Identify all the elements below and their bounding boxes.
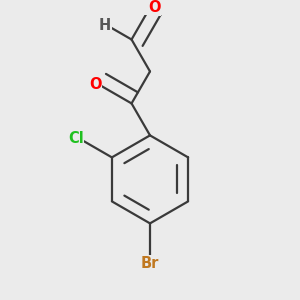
Text: O: O	[148, 0, 161, 15]
Text: O: O	[89, 77, 102, 92]
Text: H: H	[99, 18, 111, 33]
Text: Br: Br	[141, 256, 159, 271]
Text: Cl: Cl	[68, 131, 84, 146]
